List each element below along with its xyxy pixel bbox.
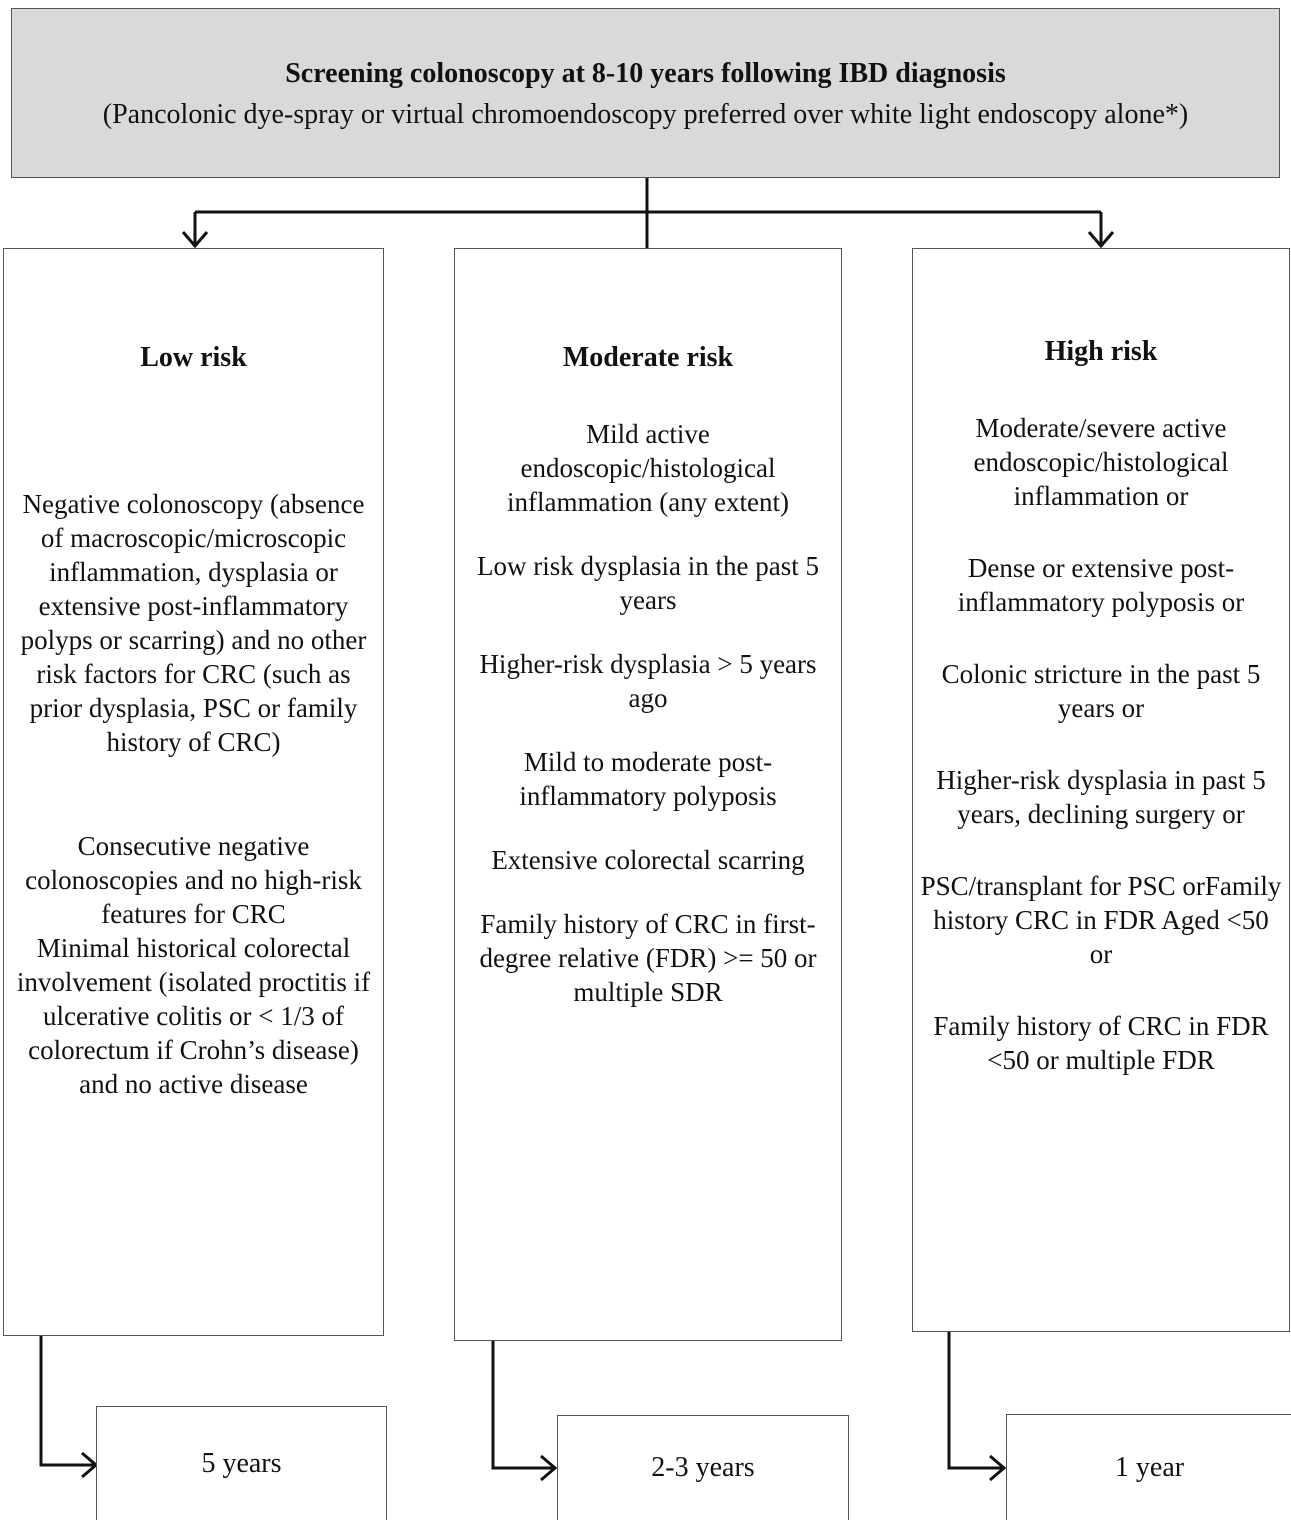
moderate-risk-item: Mild active endoscopic/histological infl… [507,419,789,517]
high-risk-item: PSC/transplant for PSC orFamily history … [920,871,1282,969]
low-to-interval-line [39,1335,96,1467]
low-risk-title: Low risk [140,342,247,373]
high-risk-item: Moderate/severe active endoscopic/histol… [973,413,1229,511]
high-risk-item: Higher-risk dysplasia in past 5 years, d… [936,765,1266,829]
arrow-down-icon-low [181,231,209,249]
moderate-risk-item: Higher-risk dysplasia > 5 years ago [479,649,817,713]
low-risk-item: Minimal historical colorectal involvemen… [16,933,371,1099]
high-risk-item: Colonic stricture in the past 5 years or [941,659,1261,723]
low-risk-item: Consecutive negative colonoscopies and n… [25,831,362,929]
moderate-risk-title: Moderate risk [562,342,734,373]
low-risk-interval-box: 5 years [96,1406,387,1520]
high-risk-item: Family history of CRC in FDR <50 or mult… [933,1011,1269,1075]
moderate-risk-box: Moderate risk Mild active endoscopic/his… [454,248,842,1341]
header-subtitle: (Pancolonic dye-spray or virtual chromoe… [102,98,1189,130]
moderate-risk-item: Extensive colorectal scarring [491,845,805,875]
high-risk-title: High risk [1044,336,1158,367]
high-risk-box: High risk Moderate/severe active endosco… [912,248,1290,1332]
arrow-right-icon-moderate [540,1454,558,1482]
screening-header-box: Screening colonoscopy at 8-10 years foll… [11,8,1280,178]
moderate-risk-item: Mild to moderate post-inflammatory polyp… [519,747,777,811]
moderate-risk-item: Family history of CRC in first-degree re… [479,909,817,1007]
high-risk-interval: 1 year [1114,1451,1185,1483]
moderate-risk-interval: 2-3 years [651,1452,755,1483]
low-risk-box: Low risk Negative colonoscopy (absence o… [3,248,384,1336]
moderate-risk-item: Low risk dysplasia in the past 5 years [477,551,819,615]
low-risk-interval: 5 years [201,1447,282,1479]
moderate-risk-interval-box: 2-3 years [557,1415,849,1520]
arrow-right-icon-high [989,1454,1007,1482]
high-risk-item: Dense or extensive post-inflammatory pol… [957,553,1245,617]
high-risk-interval-box: 1 year [1006,1414,1291,1520]
arrow-down-icon-high [1087,231,1115,249]
header-title: Screening colonoscopy at 8-10 years foll… [285,57,1006,89]
arrow-right-icon-low [81,1451,99,1479]
moderate-to-interval-line [491,1341,555,1470]
low-risk-item: Negative colonoscopy (absence of macrosc… [20,489,367,757]
high-to-interval-line [947,1332,1004,1470]
